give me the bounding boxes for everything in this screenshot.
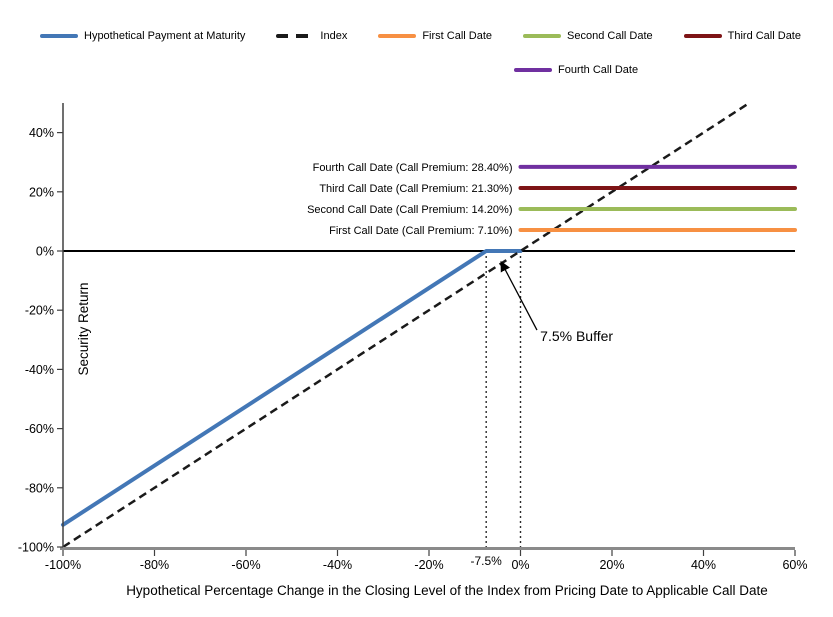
legend-item-hypothetical-payment-at-maturity: Hypothetical Payment at Maturity <box>40 30 245 42</box>
y-tick-label: -20% <box>25 304 54 318</box>
series-lines <box>61 101 797 549</box>
legend-item-fourth-call-date: Fourth Call Date <box>514 64 638 76</box>
call-premium-label-fourth-call-date: Fourth Call Date (Call Premium: 28.40%) <box>313 162 513 174</box>
line-swatch-icon <box>378 34 417 38</box>
call-premium-label-first-call-date: First Call Date (Call Premium: 7.10%) <box>329 225 512 237</box>
x-tick-label: 20% <box>599 558 624 572</box>
y-tick-label: -40% <box>25 363 54 377</box>
line-swatch-icon <box>523 34 562 38</box>
x-tick-label: 60% <box>782 558 807 572</box>
tick-labels: 40% 20% 0% -20% -40% -60% -80% -100% -100% -80% -6… <box>18 126 808 572</box>
legend-label: Index <box>320 30 348 42</box>
legend-item-index: Index <box>276 30 347 42</box>
line-swatch-icon <box>683 34 722 38</box>
annotations: First Call Date (Call Premium: 7.10%) Sec… <box>307 162 613 344</box>
dashed-line-swatch-icon <box>276 34 315 38</box>
x-axis-title: Hypothetical Percentage Change in the Cl… <box>126 583 768 598</box>
y-tick-label: 40% <box>29 126 54 140</box>
x-tick-label: -20% <box>414 558 443 572</box>
buffer-arrow <box>500 260 538 331</box>
x-tick-label: -100% <box>45 558 81 572</box>
axes <box>57 103 796 556</box>
legend-item-second-call-date: Second Call Date <box>523 30 653 42</box>
y-axis-title: Security Return <box>76 282 91 375</box>
y-tick-label: -60% <box>25 422 54 436</box>
legend-label: Third Call Date <box>727 30 801 42</box>
x-tick-label: -80% <box>140 558 169 572</box>
legend-item-third-call-date: Third Call Date <box>683 30 801 42</box>
line-swatch-icon <box>40 34 78 38</box>
legend-row-1: Hypothetical Payment at Maturity Index Fir… <box>40 30 801 42</box>
y-tick-label: 0% <box>36 245 54 259</box>
x-tick-label: 0% <box>511 558 529 572</box>
legend-label: Fourth Call Date <box>558 64 639 76</box>
series-line-hypothetical-payment-at-maturity <box>61 249 523 527</box>
series-line-index <box>62 101 750 549</box>
legend-label: First Call Date <box>422 30 493 42</box>
legend-label: Second Call Date <box>567 30 653 42</box>
line-swatch-icon <box>514 68 552 72</box>
y-tick-label: 20% <box>29 185 54 199</box>
call-premium-label-second-call-date: Second Call Date (Call Premium: 14.20%) <box>307 204 512 216</box>
reference-lines <box>63 250 795 547</box>
x-tick-label: -40% <box>323 558 352 572</box>
x-tick-label: -60% <box>231 558 260 572</box>
call-premium-label-third-call-date: Third Call Date (Call Premium: 21.30%) <box>319 183 512 195</box>
legend-item-first-call-date: First Call Date <box>378 30 492 42</box>
x-extra-tick-label-buffer: -7.5% <box>471 554 503 568</box>
legend-label: Hypothetical Payment at Maturity <box>84 30 246 42</box>
y-tick-label: -100% <box>18 541 54 555</box>
x-tick-label: 40% <box>691 558 716 572</box>
y-tick-label: -80% <box>25 481 54 495</box>
legend-row-2: Fourth Call Date <box>514 64 638 76</box>
buffer-label: 7.5% Buffer <box>540 328 613 344</box>
